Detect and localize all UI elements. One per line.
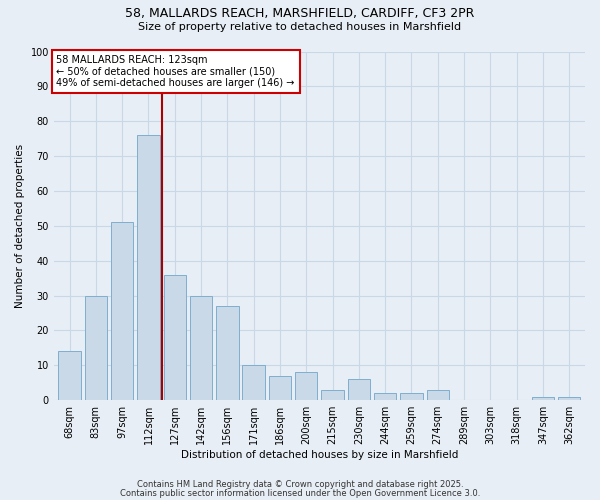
Bar xyxy=(190,296,212,400)
Bar xyxy=(269,376,291,400)
Bar xyxy=(164,274,186,400)
Text: 58 MALLARDS REACH: 123sqm
← 50% of detached houses are smaller (150)
49% of semi: 58 MALLARDS REACH: 123sqm ← 50% of detac… xyxy=(56,55,295,88)
Bar xyxy=(137,135,160,400)
Text: Size of property relative to detached houses in Marshfield: Size of property relative to detached ho… xyxy=(139,22,461,32)
Bar xyxy=(216,306,239,400)
Y-axis label: Number of detached properties: Number of detached properties xyxy=(15,144,25,308)
Bar xyxy=(400,393,422,400)
Bar xyxy=(295,372,317,400)
Bar xyxy=(558,396,580,400)
Text: 58, MALLARDS REACH, MARSHFIELD, CARDIFF, CF3 2PR: 58, MALLARDS REACH, MARSHFIELD, CARDIFF,… xyxy=(125,8,475,20)
Text: Contains public sector information licensed under the Open Government Licence 3.: Contains public sector information licen… xyxy=(120,488,480,498)
Bar xyxy=(85,296,107,400)
Bar xyxy=(322,390,344,400)
Bar xyxy=(58,352,81,400)
X-axis label: Distribution of detached houses by size in Marshfield: Distribution of detached houses by size … xyxy=(181,450,458,460)
Bar xyxy=(111,222,133,400)
Bar xyxy=(532,396,554,400)
Bar xyxy=(427,390,449,400)
Bar xyxy=(374,393,397,400)
Bar xyxy=(242,366,265,400)
Text: Contains HM Land Registry data © Crown copyright and database right 2025.: Contains HM Land Registry data © Crown c… xyxy=(137,480,463,489)
Bar xyxy=(347,380,370,400)
